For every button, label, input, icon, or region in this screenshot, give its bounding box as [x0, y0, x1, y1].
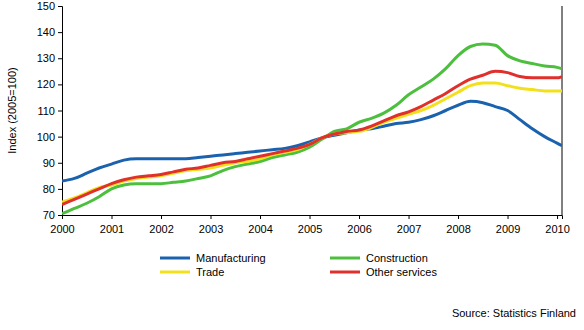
x-axis: 2000 2001 2002 2003 2004 2005 2006 2007 2008 2009… — [50, 215, 570, 235]
y-tick-label: 110 — [37, 105, 55, 117]
y-tick-mark — [58, 32, 62, 33]
legend-swatch — [330, 257, 360, 260]
plot-frame — [562, 6, 563, 215]
y-tick-mark — [58, 215, 62, 216]
y-tick: 140 — [37, 26, 62, 38]
x-tick-label: 2001 — [100, 223, 124, 235]
y-tick-mark — [58, 189, 62, 190]
chart: 70 80 90 100 110 120 130 140 150 2000 2001 2002 2003… — [0, 0, 584, 330]
series-line — [62, 101, 562, 181]
y-tick: 90 — [43, 157, 62, 169]
x-tick-mark — [310, 215, 311, 219]
x-tick-label: 2002 — [149, 223, 173, 235]
y-tick: 110 — [37, 105, 62, 117]
x-tick-label: 2010 — [545, 223, 569, 235]
y-tick: 70 — [43, 209, 62, 221]
legend-swatch — [330, 271, 360, 274]
x-tick-label: 2004 — [248, 223, 272, 235]
plot-area — [62, 44, 562, 214]
x-tick: 2009 — [496, 215, 520, 235]
y-tick: 80 — [43, 183, 62, 195]
y-tick: 130 — [37, 52, 62, 64]
legend: Manufacturing Construction Trade Other serv… — [160, 252, 437, 278]
legend-label: Other services — [366, 266, 437, 278]
x-tick-mark — [161, 215, 162, 219]
x-tick: 2000 — [50, 215, 74, 235]
y-tick-mark — [58, 137, 62, 138]
legend-swatch — [160, 271, 190, 274]
x-tick: 2005 — [298, 215, 322, 235]
y-tick-mark — [58, 84, 62, 85]
legend-label: Manufacturing — [196, 252, 266, 264]
source-note: Source: Statistics Finland — [452, 307, 576, 319]
x-tick: 2003 — [199, 215, 223, 235]
series-line — [62, 44, 562, 214]
x-tick-mark — [62, 215, 63, 219]
y-tick-mark — [58, 58, 62, 59]
y-tick-label: 70 — [43, 209, 55, 221]
y-tick: 120 — [37, 78, 62, 90]
y-tick-label: 100 — [37, 131, 55, 143]
y-tick-label: 150 — [37, 0, 55, 12]
y-tick-label: 120 — [37, 78, 55, 90]
x-axis-line — [63, 216, 563, 220]
legend-label: Construction — [366, 252, 428, 264]
y-tick-label: 130 — [37, 52, 55, 64]
y-tick-mark — [58, 163, 62, 164]
x-tick-mark — [359, 215, 360, 219]
y-tick: 100 — [37, 131, 62, 143]
y-tick-label: 140 — [37, 26, 55, 38]
x-tick-label: 2007 — [397, 223, 421, 235]
x-tick: 2007 — [397, 215, 421, 235]
x-tick-mark — [557, 215, 558, 219]
x-tick-label: 2006 — [347, 223, 371, 235]
y-tick-label: 80 — [43, 183, 55, 195]
y-tick-mark — [58, 6, 62, 7]
y-axis: 70 80 90 100 110 120 130 140 150 — [37, 0, 63, 221]
x-tick-mark — [458, 215, 459, 219]
x-tick-mark — [409, 215, 410, 219]
x-tick-mark — [260, 215, 261, 219]
x-tick-mark — [112, 215, 113, 219]
y-tick-mark — [58, 111, 62, 112]
legend-label: Trade — [196, 266, 224, 278]
y-axis-line — [58, 7, 63, 216]
y-axis-title: Index (2005=100) — [6, 67, 18, 154]
x-tick: 2004 — [248, 215, 272, 235]
x-tick: 2002 — [149, 215, 173, 235]
legend-swatch — [160, 257, 190, 260]
x-tick: 2008 — [446, 215, 470, 235]
x-tick-label: 2000 — [50, 223, 74, 235]
x-tick: 2006 — [347, 215, 371, 235]
x-tick-label: 2005 — [298, 223, 322, 235]
x-tick-mark — [508, 215, 509, 219]
x-tick: 2010 — [545, 215, 569, 235]
x-tick: 2001 — [100, 215, 124, 235]
x-tick-label: 2009 — [496, 223, 520, 235]
series-line — [62, 71, 562, 204]
x-tick-label: 2008 — [446, 223, 470, 235]
x-tick-mark — [211, 215, 212, 219]
y-tick-label: 90 — [43, 157, 55, 169]
x-tick-label: 2003 — [199, 223, 223, 235]
y-tick: 150 — [37, 0, 62, 12]
